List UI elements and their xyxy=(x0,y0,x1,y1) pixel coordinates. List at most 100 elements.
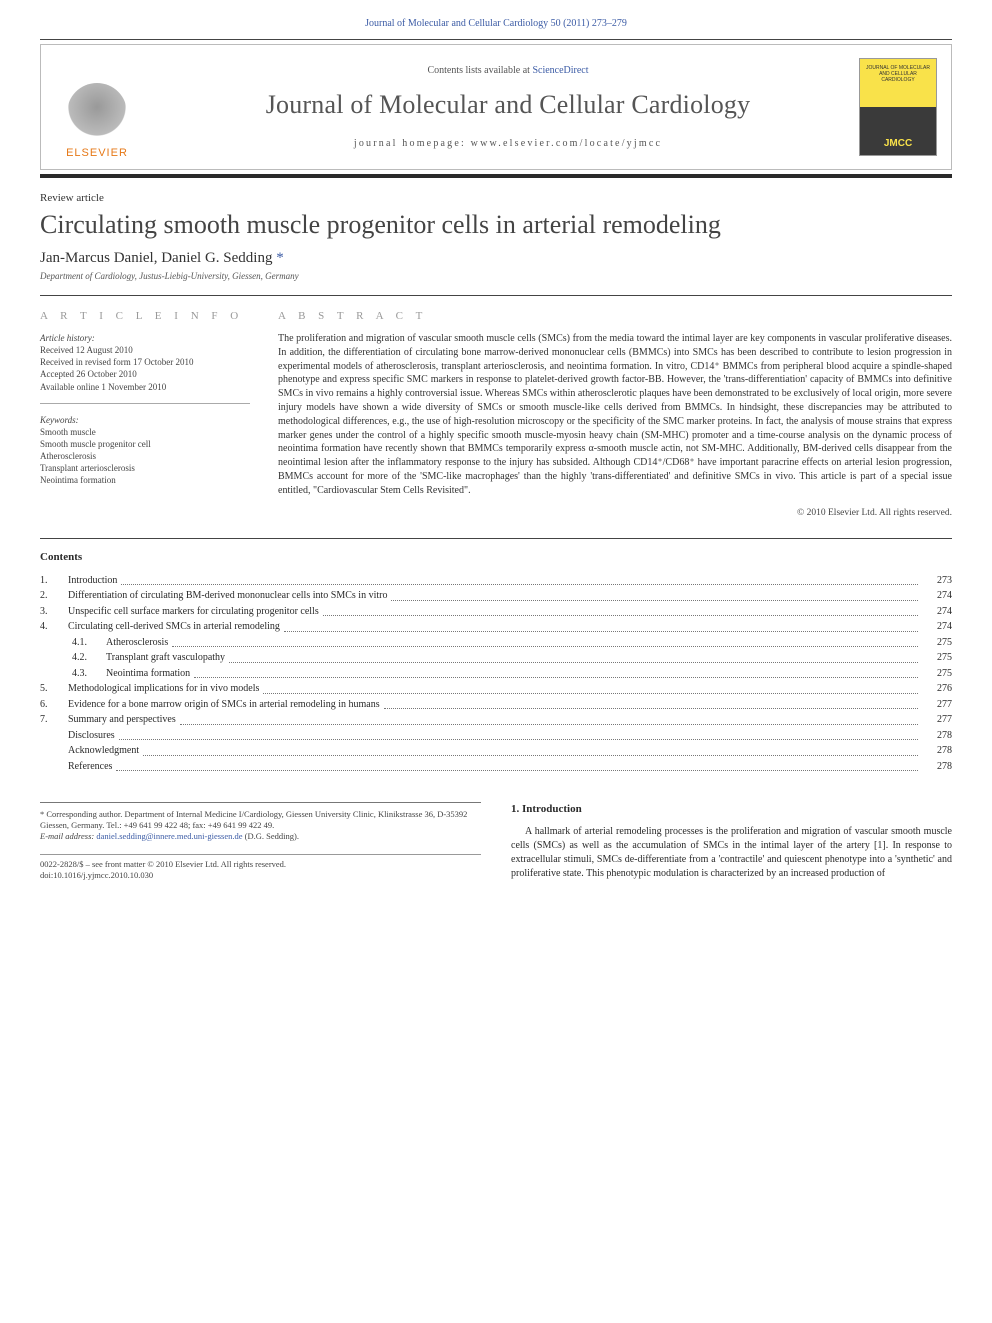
intro-text: A hallmark of arterial remodeling proces… xyxy=(511,826,952,879)
toc-page: 278 xyxy=(922,743,952,759)
masthead-rule-wrap: ELSEVIER Contents lists available at Sci… xyxy=(40,39,952,178)
toc-dot-leader xyxy=(263,681,918,694)
abstract-text: The proliferation and migration of vascu… xyxy=(278,332,952,498)
toc-title: Methodological implications for in vivo … xyxy=(68,681,259,697)
contents-prefix: Contents lists available at xyxy=(427,65,532,76)
toc-number: 2. xyxy=(40,588,68,604)
toc-title: Neointima formation xyxy=(106,666,190,682)
toc-page: 277 xyxy=(922,697,952,713)
keywords-block: Keywords: Smooth muscle Smooth muscle pr… xyxy=(40,414,250,497)
toc-number xyxy=(40,743,68,759)
toc-dot-leader xyxy=(116,759,918,772)
info-abstract-row: A R T I C L E I N F O Article history: R… xyxy=(40,295,952,518)
toc-title: Summary and perspectives xyxy=(68,712,176,728)
toc-row: 4.2.Transplant graft vasculopathy275 xyxy=(40,650,952,666)
toc-page: 274 xyxy=(922,588,952,604)
toc-dot-leader xyxy=(323,604,918,617)
toc-title: References xyxy=(68,759,112,775)
toc-number: 4.2. xyxy=(72,650,106,666)
history-accepted: Accepted 26 October 2010 xyxy=(40,368,250,380)
toc-dot-leader xyxy=(119,728,918,741)
publisher-name: ELSEVIER xyxy=(66,147,128,159)
abstract-col: A B S T R A C T The proliferation and mi… xyxy=(278,310,952,518)
history-revised: Received in revised form 17 October 2010 xyxy=(40,356,250,368)
history-online: Available online 1 November 2010 xyxy=(40,381,250,393)
toc-page: 275 xyxy=(922,666,952,682)
author-names: Jan-Marcus Daniel, Daniel G. Sedding xyxy=(40,250,276,266)
history-received: Received 12 August 2010 xyxy=(40,344,250,356)
toc-title: Acknowledgment xyxy=(68,743,139,759)
toc-page: 277 xyxy=(922,712,952,728)
doi-link[interactable]: doi:10.1016/j.yjmcc.2010.10.030 xyxy=(40,870,153,880)
article-title: Circulating smooth muscle progenitor cel… xyxy=(40,210,952,240)
toc-page: 278 xyxy=(922,759,952,775)
masthead-center: Contents lists available at ScienceDirec… xyxy=(157,65,859,149)
toc-number: 3. xyxy=(40,604,68,620)
cover-brand: JMCC xyxy=(884,138,912,149)
toc-page: 274 xyxy=(922,604,952,620)
email-footnote: E-mail address: daniel.sedding@innere.me… xyxy=(40,831,481,842)
toc-number: 4.3. xyxy=(72,666,106,682)
toc-row: 4.Circulating cell-derived SMCs in arter… xyxy=(40,619,952,635)
toc-number xyxy=(40,759,68,775)
contents-list-line: Contents lists available at ScienceDirec… xyxy=(157,65,859,76)
toc-row: 2.Differentiation of circulating BM-deri… xyxy=(40,588,952,604)
toc-title: Atherosclerosis xyxy=(106,635,168,651)
toc-title: Unspecific cell surface markers for circ… xyxy=(68,604,319,620)
corr-footnote: * Corresponding author. Department of In… xyxy=(40,809,481,831)
authors: Jan-Marcus Daniel, Daniel G. Sedding * xyxy=(40,250,952,267)
toc-number: 7. xyxy=(40,712,68,728)
toc-number: 6. xyxy=(40,697,68,713)
toc-dot-leader xyxy=(229,650,918,663)
intro-paragraph: A hallmark of arterial remodeling proces… xyxy=(511,825,952,881)
doi-line: doi:10.1016/j.yjmcc.2010.10.030 xyxy=(40,870,481,881)
journal-title: Journal of Molecular and Cellular Cardio… xyxy=(157,90,859,120)
article-info-col: A R T I C L E I N F O Article history: R… xyxy=(40,310,250,518)
running-head-link[interactable]: Journal of Molecular and Cellular Cardio… xyxy=(365,18,627,29)
toc-dot-leader xyxy=(194,666,918,679)
cover-text: JOURNAL OF MOLECULAR AND CELLULAR CARDIO… xyxy=(862,65,934,83)
email-label: E-mail address: xyxy=(40,831,96,841)
toc-page: 273 xyxy=(922,573,952,589)
toc-title: Circulating cell-derived SMCs in arteria… xyxy=(68,619,280,635)
toc-row: 4.1.Atherosclerosis275 xyxy=(40,635,952,651)
toc-title: Disclosures xyxy=(68,728,115,744)
toc-page: 278 xyxy=(922,728,952,744)
abstract-copyright: © 2010 Elsevier Ltd. All rights reserved… xyxy=(278,508,952,518)
toc-page: 275 xyxy=(922,635,952,651)
sciencedirect-link[interactable]: ScienceDirect xyxy=(532,65,588,76)
toc-row: 5.Methodological implications for in viv… xyxy=(40,681,952,697)
keywords-heading: Keywords: xyxy=(40,414,250,426)
toc-row: 7.Summary and perspectives 277 xyxy=(40,712,952,728)
email-link[interactable]: daniel.sedding@innere.med.uni-giessen.de xyxy=(96,831,242,841)
toc-dot-leader xyxy=(180,712,918,725)
article-type: Review article xyxy=(40,192,952,204)
toc-title: Differentiation of circulating BM-derive… xyxy=(68,588,387,604)
masthead: ELSEVIER Contents lists available at Sci… xyxy=(40,44,952,170)
toc-dot-leader xyxy=(384,697,918,710)
journal-homepage: journal homepage: www.elsevier.com/locat… xyxy=(157,138,859,149)
keyword: Neointima formation xyxy=(40,474,250,486)
toc-page: 274 xyxy=(922,619,952,635)
article-history: Article history: Received 12 August 2010… xyxy=(40,332,250,404)
body-columns: * Corresponding author. Department of In… xyxy=(40,802,952,881)
footnote-column: * Corresponding author. Department of In… xyxy=(40,802,481,881)
issn-line: 0022-2828/$ – see front matter © 2010 El… xyxy=(40,854,481,870)
toc-number xyxy=(40,728,68,744)
keyword: Smooth muscle xyxy=(40,426,250,438)
toc-page: 275 xyxy=(922,650,952,666)
corr-author-mark-link[interactable]: * xyxy=(276,250,284,266)
toc-row: 4.3.Neointima formation 275 xyxy=(40,666,952,682)
contents-heading: Contents xyxy=(40,551,952,563)
toc-number: 1. xyxy=(40,573,68,589)
toc-row: 1.Introduction 273 xyxy=(40,573,952,589)
intro-heading: 1. Introduction xyxy=(511,802,952,817)
toc-dot-leader xyxy=(121,573,918,586)
toc-row: Disclosures 278 xyxy=(40,728,952,744)
article-head: Review article Circulating smooth muscle… xyxy=(40,192,952,281)
toc-row: References 278 xyxy=(40,759,952,775)
toc-title: Introduction xyxy=(68,573,117,589)
toc-row: Acknowledgment 278 xyxy=(40,743,952,759)
contents-section: Contents 1.Introduction2732.Differentiat… xyxy=(40,538,952,775)
toc-row: 6.Evidence for a bone marrow origin of S… xyxy=(40,697,952,713)
